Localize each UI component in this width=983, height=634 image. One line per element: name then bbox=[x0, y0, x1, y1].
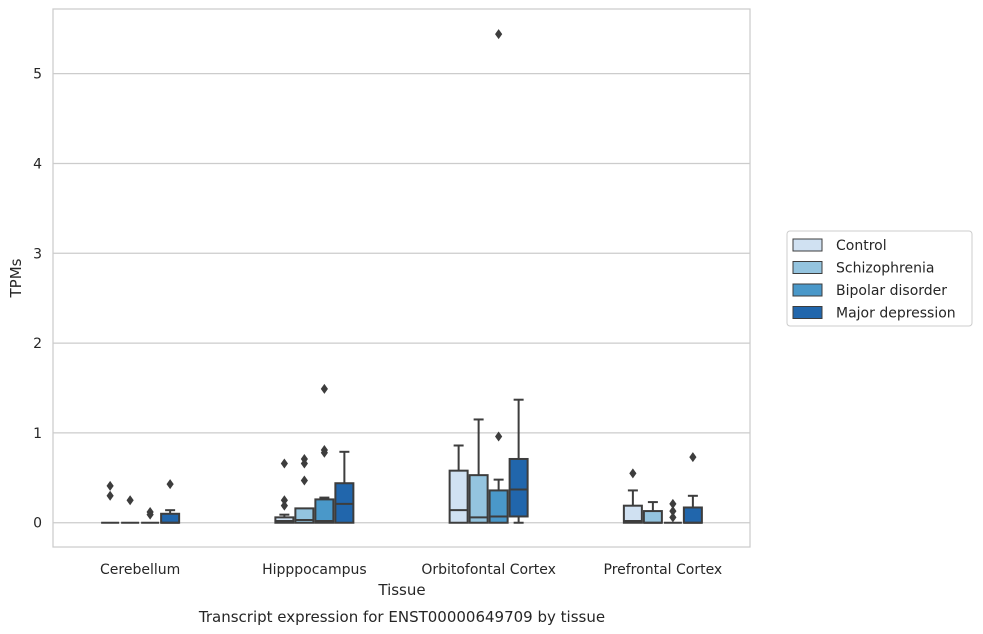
legend-label: Major depression bbox=[836, 306, 956, 322]
x-tick-label: Prefrontal Cortex bbox=[604, 562, 723, 578]
box-rect bbox=[468, 474, 489, 524]
outlier-point bbox=[689, 452, 697, 463]
outlier-point bbox=[280, 500, 288, 511]
outlier-point bbox=[320, 447, 328, 458]
box-rect bbox=[448, 469, 469, 524]
box-rect bbox=[622, 504, 643, 524]
box bbox=[682, 452, 703, 524]
outlier-point bbox=[320, 383, 328, 394]
box bbox=[663, 498, 682, 524]
legend-swatch bbox=[792, 306, 823, 319]
y-axis-ticks: 0 1 2 3 4 5 bbox=[33, 67, 42, 532]
box bbox=[642, 501, 663, 524]
legend-swatch bbox=[792, 261, 823, 274]
box bbox=[121, 495, 140, 524]
outlier-point bbox=[146, 509, 154, 520]
box-rect bbox=[642, 510, 663, 524]
outlier-point bbox=[669, 506, 677, 517]
series-bipolar-disorder bbox=[141, 29, 682, 524]
box-rect bbox=[682, 506, 703, 524]
box bbox=[274, 458, 295, 524]
legend-label: Schizophrenia bbox=[836, 261, 934, 277]
legend-label: Control bbox=[836, 238, 887, 254]
outlier-point bbox=[280, 458, 288, 469]
outlier-point bbox=[126, 495, 134, 506]
y-tick-label: 5 bbox=[33, 67, 42, 83]
y-axis-title: TPMs bbox=[7, 258, 25, 298]
x-axis-title: Tissue bbox=[377, 581, 425, 599]
outlier-point bbox=[300, 458, 308, 469]
outlier-point bbox=[300, 475, 308, 486]
y-tick-label: 4 bbox=[33, 156, 42, 172]
outlier-point bbox=[495, 29, 503, 40]
outlier-point bbox=[669, 512, 677, 523]
legend-swatch bbox=[792, 283, 823, 297]
box-rect bbox=[488, 489, 509, 524]
box bbox=[448, 444, 469, 524]
grid-lines bbox=[53, 73, 750, 524]
box bbox=[508, 398, 529, 524]
box bbox=[160, 479, 181, 524]
y-tick-label: 3 bbox=[33, 246, 42, 262]
box-rect bbox=[160, 512, 181, 524]
outlier-point bbox=[629, 468, 637, 479]
legend-swatch bbox=[792, 238, 823, 252]
y-tick-label: 2 bbox=[33, 336, 42, 352]
outlier-point bbox=[106, 480, 114, 491]
series-major-depression bbox=[160, 398, 703, 524]
box-series bbox=[101, 29, 703, 524]
box-rect bbox=[314, 498, 335, 524]
outlier-point bbox=[166, 479, 174, 490]
box bbox=[294, 453, 315, 524]
outlier-point bbox=[669, 498, 677, 509]
legend: Control Schizophrenia Bipolar disorder Majo… bbox=[786, 230, 973, 327]
y-tick-label: 1 bbox=[33, 426, 42, 442]
series-control bbox=[101, 444, 643, 524]
x-tick-label: Cerebellum bbox=[100, 562, 180, 578]
legend-frame bbox=[786, 230, 973, 327]
box bbox=[101, 480, 120, 524]
x-tick-label: Orbitofontal Cortex bbox=[421, 562, 556, 578]
box bbox=[468, 418, 489, 524]
box bbox=[141, 506, 160, 524]
x-axis-ticks: Cerebellum Hipppocampus Orbitofontal Corte… bbox=[100, 562, 722, 578]
outlier-point bbox=[280, 495, 288, 506]
series-schizophrenia bbox=[121, 418, 663, 524]
legend-label: Bipolar disorder bbox=[836, 283, 947, 299]
box bbox=[314, 383, 335, 524]
outlier-point bbox=[495, 431, 503, 442]
outlier-point bbox=[106, 490, 114, 501]
box-rect bbox=[508, 457, 529, 518]
x-tick-label: Hipppocampus bbox=[262, 562, 367, 578]
plot-area-frame bbox=[52, 8, 751, 548]
y-tick-label: 0 bbox=[33, 516, 42, 532]
figure-caption: Transcript expression for ENST0000064970… bbox=[198, 608, 605, 626]
box bbox=[488, 29, 509, 524]
box bbox=[334, 450, 355, 524]
box bbox=[622, 468, 643, 524]
